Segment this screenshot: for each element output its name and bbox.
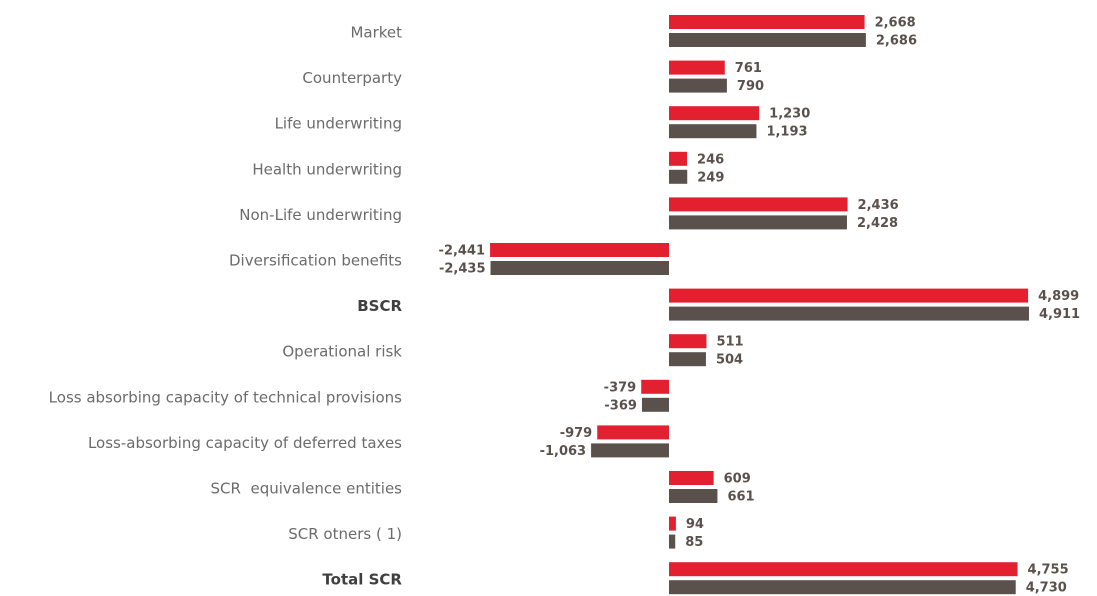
bar [669,151,688,166]
value-label: 609 [724,472,751,487]
category-label: Diversification benefits [229,252,402,270]
bar [490,243,669,257]
bar [490,261,669,275]
value-label: 4,755 [1028,563,1069,578]
bar [669,471,714,485]
category-label: Life underwriting [275,115,402,133]
value-label: -979 [560,426,593,441]
value-label: 94 [686,517,704,532]
value-label: 1,230 [769,107,810,122]
bar [669,352,706,367]
category-label: Counterparty [302,69,402,87]
value-label: -2,435 [439,262,486,277]
bar [669,562,1018,577]
value-label: 85 [685,535,703,550]
bar [597,425,669,440]
category-label: Loss absorbing capacity of technical pro… [49,388,403,406]
bar [669,288,1029,303]
value-label: -379 [604,380,637,395]
bar [669,197,848,212]
value-label: 790 [737,79,764,94]
category-label: BSCR [357,297,402,315]
category-label: Loss-absorbing capacity of deferred taxe… [88,434,402,452]
value-label: 2,428 [857,216,898,231]
bar [669,15,865,29]
bar [669,215,847,230]
bar [669,306,1029,321]
category-label: Non-Life underwriting [239,206,402,224]
value-label: 2,686 [876,34,917,49]
bar [669,580,1016,595]
value-label: 4,730 [1026,581,1067,596]
value-label: -1,063 [540,444,587,459]
value-label: 246 [697,152,724,167]
bar [669,106,760,121]
category-label: Operational risk [282,343,402,361]
bar [669,33,866,47]
bar [591,443,669,458]
bar [641,397,669,412]
value-label: 511 [716,335,743,350]
bar [669,169,688,184]
value-label: 1,193 [766,125,807,140]
bar [669,334,707,349]
value-label: -369 [604,398,637,413]
value-label: 504 [716,353,743,368]
bar [669,124,757,139]
value-label: 249 [697,170,724,185]
bar [669,489,718,503]
category-label: Health underwriting [252,160,402,178]
bar [669,534,676,549]
value-label: 4,911 [1039,307,1080,322]
bar [669,516,676,531]
value-label: -2,441 [439,244,486,259]
value-label: 4,899 [1038,289,1079,304]
value-label: 2,668 [875,16,916,31]
bar [669,60,725,75]
category-label: Total SCR [322,571,402,589]
value-label: 661 [727,490,754,505]
category-label: SCR otners ( 1) [288,525,402,543]
bar [641,379,669,394]
category-label: Market [350,24,402,42]
category-label: SCR equivalence entities [211,480,403,498]
bar [669,78,727,93]
value-label: 2,436 [858,198,899,213]
value-label: 761 [735,61,762,76]
